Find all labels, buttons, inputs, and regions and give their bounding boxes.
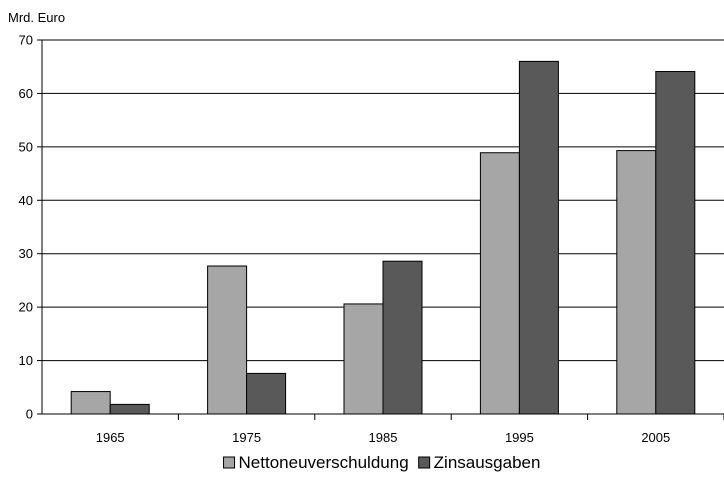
x-tick-label-1975: 1975 [232,430,261,445]
bar-nettoneuverschuldung-1975 [207,265,248,415]
legend-label-zinsausgaben: Zinsausgaben [434,453,541,472]
y-tick-label: 60 [19,86,33,101]
y-tick-label: 0 [26,407,33,422]
y-axis-unit-label: Mrd. Euro [8,10,65,25]
x-tick-label-2005: 2005 [641,430,670,445]
bar-zinsausgaben-2005 [655,71,696,415]
y-tick-label: 50 [19,139,33,154]
legend-swatch-zinsausgaben [418,456,431,469]
bar-nettoneuverschuldung-1985 [343,303,384,415]
bar-nettoneuverschuldung-2005 [616,150,657,415]
x-tick-label-1985: 1985 [369,430,398,445]
y-tick-label: 70 [19,33,33,48]
axes: 0 10 20 30 40 50 60 70 1965 1975 1985 1995 2005 [19,33,724,445]
bar-zinsausgaben-1985 [382,260,423,415]
bar-zinsausgaben-1965 [109,403,150,415]
legend-label-nettoneuverschuldung: Nettoneuverschuldung [239,453,409,472]
x-tick-label-1965: 1965 [96,430,125,445]
gridlines [42,39,724,362]
y-tick-label: 40 [19,193,33,208]
y-tick-label: 30 [19,246,33,261]
bar-nettoneuverschuldung-1965 [70,391,111,415]
bar-nettoneuverschuldung-1995 [479,152,520,415]
x-tick-label-1995: 1995 [505,430,534,445]
legend: Nettoneuverschuldung Zinsausgaben [223,453,541,472]
bar-zinsausgaben-1975 [246,372,287,415]
legend-swatch-nettoneuverschuldung [223,456,236,469]
bars [70,60,696,415]
bar-zinsausgaben-1995 [518,60,559,415]
y-tick-label: 20 [19,300,33,315]
y-tick-label: 10 [19,353,33,368]
